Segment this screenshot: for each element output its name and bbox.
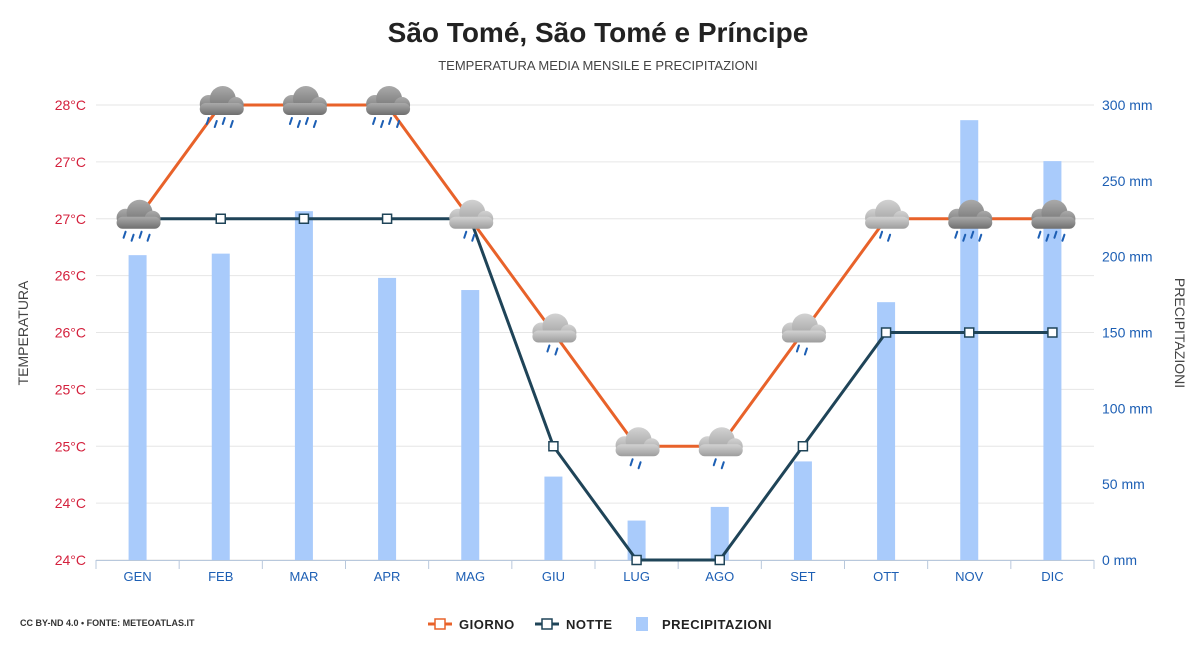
x-tick-label: APR (374, 569, 401, 584)
heavy-rain-cloud-icon (199, 86, 244, 128)
weather-icons (116, 86, 1076, 470)
x-tick-label: NOV (955, 569, 984, 584)
x-tick-label: FEB (208, 569, 233, 584)
legend-label-day: GIORNO (459, 617, 515, 632)
precip-bar (378, 277, 397, 560)
night-point (1047, 327, 1058, 338)
precip-bar (211, 253, 230, 560)
chart-title: São Tomé, São Tomé e Príncipe (388, 17, 809, 48)
x-tick-label: LUG (623, 569, 650, 584)
x-tick-label: GIU (542, 569, 565, 584)
x-tick-label: SET (790, 569, 815, 584)
right-axis-ticks: 0 mm 50 mm 100 mm 150 mm 200 mm 250 mm 300 mm (1102, 97, 1153, 568)
precip-bar (1043, 161, 1062, 560)
left-tick-label: 27°C (55, 211, 86, 227)
x-tick-label: MAG (455, 569, 485, 584)
precip-bar (128, 255, 147, 560)
left-tick-label: 26°C (55, 268, 86, 284)
precip-bar (294, 211, 313, 560)
rain-cloud-icon (615, 427, 660, 470)
left-axis-title: TEMPERATURA (15, 280, 31, 385)
legend-label-night: NOTTE (566, 617, 613, 632)
precip-bar (710, 506, 729, 560)
night-point (298, 213, 310, 224)
precip-bar (461, 290, 480, 560)
right-tick-label: 100 mm (1102, 400, 1153, 416)
rain-cloud-icon (865, 199, 910, 242)
heavy-rain-cloud-icon (116, 199, 161, 242)
left-axis-ticks: 24°C 24°C 25°C 25°C 26°C 26°C 27°C 27°C 28°C (55, 97, 86, 568)
night-point (797, 441, 809, 452)
rain-cloud-icon (781, 313, 826, 356)
night-point (880, 327, 892, 338)
night-point (964, 327, 975, 338)
left-tick-label: 24°C (55, 495, 86, 511)
left-tick-label: 27°C (55, 154, 86, 170)
rain-cloud-icon (698, 427, 743, 470)
rain-cloud-icon (449, 199, 494, 242)
precip-bar (793, 461, 812, 560)
x-axis: GEN FEB MAR APR MAG GIU LUG AGO SET OTT NOV DIC (95, 560, 1095, 584)
right-tick-label: 0 mm (1102, 552, 1137, 568)
x-tick-label: OTT (873, 569, 899, 584)
right-tick-label: 50 mm (1102, 476, 1145, 492)
heavy-rain-cloud-icon (948, 199, 993, 242)
left-tick-label: 28°C (55, 97, 86, 113)
night-point (714, 554, 725, 566)
legend-item-day: GIORNO (428, 617, 515, 632)
precip-bar (877, 302, 896, 560)
right-axis-title: PRECIPITAZIONI (1172, 278, 1188, 388)
precipitation-bars (128, 120, 1062, 561)
x-tick-label: AGO (705, 569, 734, 584)
x-tick-label: MAR (289, 569, 318, 584)
precip-bar (627, 520, 646, 560)
right-tick-label: 300 mm (1102, 97, 1153, 113)
precip-bar (960, 120, 979, 561)
x-tick-label: GEN (123, 569, 151, 584)
night-point (381, 213, 393, 224)
source-credit: CC BY-ND 4.0 • FONTE: METEOATLAS.IT (20, 618, 195, 628)
right-tick-label: 150 mm (1102, 325, 1153, 341)
legend: GIORNO NOTTE PRECIPITAZIONI (428, 617, 772, 632)
heavy-rain-cloud-icon (366, 86, 411, 128)
right-tick-label: 250 mm (1102, 173, 1153, 189)
legend-item-night: NOTTE (535, 617, 613, 632)
night-line (137, 217, 1053, 562)
heavy-rain-cloud-icon (282, 86, 327, 128)
legend-item-precipitation: PRECIPITAZIONI (636, 617, 772, 632)
night-point (631, 554, 642, 566)
rain-cloud-icon (532, 313, 577, 356)
chart-subtitle: TEMPERATURA MEDIA MENSILE E PRECIPITAZIO… (438, 58, 758, 73)
left-tick-label: 24°C (55, 552, 86, 568)
left-tick-label: 25°C (55, 438, 86, 454)
legend-label-precipitation: PRECIPITAZIONI (662, 617, 772, 632)
precip-bar (544, 476, 563, 560)
left-tick-label: 26°C (55, 325, 86, 341)
x-tick-label: DIC (1041, 569, 1063, 584)
left-tick-label: 25°C (55, 381, 86, 397)
heavy-rain-cloud-icon (1031, 199, 1076, 242)
night-point (215, 213, 226, 224)
right-tick-label: 200 mm (1102, 249, 1153, 265)
night-point (548, 441, 559, 452)
